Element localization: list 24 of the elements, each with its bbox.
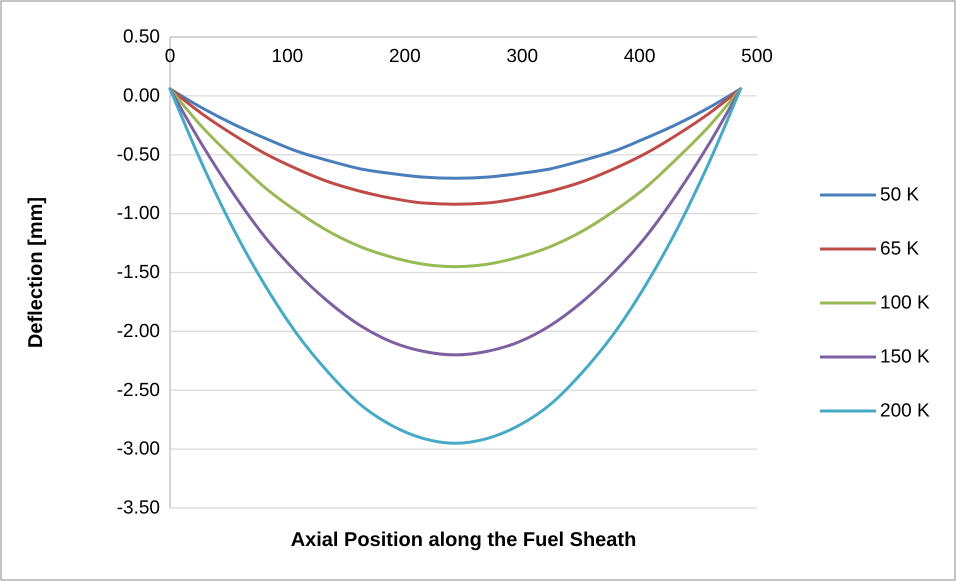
- x-tick-label: 0: [164, 46, 176, 67]
- line-series: [168, 87, 742, 180]
- x-tick-label: 300: [506, 46, 538, 67]
- legend-label: 200 K: [880, 400, 930, 422]
- legend-label: 65 K: [880, 238, 920, 260]
- y-tick-label: -1.50: [116, 262, 160, 283]
- legend-label: 150 K: [880, 346, 930, 368]
- y-tick-label: -3.50: [116, 498, 160, 518]
- y-tick-label: -2.50: [116, 380, 160, 401]
- x-tick-label: 400: [624, 46, 656, 67]
- legend-label: 100 K: [880, 292, 930, 314]
- y-axis-title: Deflection [mm]: [25, 196, 47, 348]
- y-tick-label: -1.00: [116, 203, 160, 224]
- legend-label: 50 K: [880, 184, 920, 206]
- y-tick-label: -3.00: [116, 438, 160, 460]
- y-tick-label: 0.00: [123, 85, 160, 106]
- x-tick-label: 200: [388, 46, 421, 67]
- x-tick-label: 100: [272, 46, 304, 67]
- line-series: [168, 87, 742, 445]
- x-tick-label: 500: [741, 46, 773, 67]
- y-tick-label: -0.50: [116, 144, 160, 166]
- x-axis-title: Axial Position along the Fuel Sheath: [290, 529, 636, 551]
- y-tick-label: 0.50: [123, 26, 160, 48]
- y-tick-label: -2.00: [116, 320, 160, 342]
